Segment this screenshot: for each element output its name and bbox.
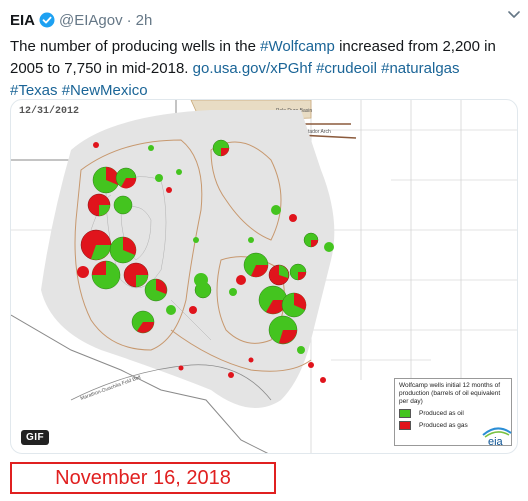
hashtag-texas[interactable]: #Texas — [10, 82, 58, 99]
tweet-text: The number of producing wells in the #Wo… — [10, 36, 510, 102]
well-cluster-midland — [178, 205, 334, 383]
marathon-fold-belt — [70, 364, 272, 401]
legend-oil-swatch — [399, 409, 411, 418]
matador-label: Matador Arch — [301, 129, 331, 135]
legend-gas-label: Produced as gas — [419, 421, 468, 429]
wolfcamp-map: Palo Duro Basin Matador Arch Marathon-Ou… — [11, 100, 517, 453]
tweet-text-mid: increased from 2,200 in 2005 to 7,750 in… — [10, 38, 496, 77]
well-cluster-north — [87, 139, 230, 217]
map-legend: Wolfcamp wells initial 12 months of prod… — [394, 378, 512, 446]
well-markers — [77, 139, 334, 383]
legend-title: Wolfcamp wells initial 12 months of prod… — [399, 382, 501, 405]
legend-gas-swatch — [399, 421, 411, 430]
author-handle[interactable]: @EIAgov — [59, 11, 123, 29]
hashtag-wolfcamp[interactable]: #Wolfcamp — [260, 38, 335, 55]
rio-grande-border — [11, 314, 269, 453]
tweet-url-link[interactable]: go.usa.gov/xPGhf — [192, 60, 312, 77]
verified-badge-icon — [39, 12, 55, 28]
marathon-label: Marathon-Ouachita Fold Belt — [80, 374, 143, 402]
tweet-media-gif[interactable]: Palo Duro Basin Matador Arch Marathon-Ou… — [10, 99, 518, 454]
chevron-down-icon[interactable] — [506, 6, 522, 22]
annotation-date: November 16, 2018 — [55, 466, 231, 489]
tweet-header: EIA @EIAgov · 2h — [10, 8, 518, 32]
hashtag-naturalgas[interactable]: #naturalgas — [381, 60, 460, 77]
well-cluster-delaware — [77, 229, 212, 334]
basin-outline — [74, 139, 312, 372]
legend-oil-label: Produced as oil — [419, 409, 464, 417]
separator: · — [126, 11, 132, 29]
tweet-time[interactable]: 2h — [135, 11, 153, 29]
author-name[interactable]: EIA — [10, 11, 36, 29]
legend-row-gas: Produced as gas — [399, 421, 507, 430]
eia-logo: eia — [481, 425, 513, 448]
map-date-label: 12/31/2012 — [19, 106, 80, 117]
legend-row-oil: Produced as oil — [399, 409, 507, 418]
permian-basin-shade — [41, 110, 335, 408]
hashtag-crudeoil[interactable]: #crudeoil — [316, 60, 377, 77]
eia-logo-text: eia — [488, 436, 504, 447]
tweet-text-prefix: The number of producing wells in the — [10, 38, 261, 55]
annotation-date-box: November 16, 2018 — [10, 462, 276, 494]
gif-badge: GIF — [21, 430, 50, 445]
hashtag-newmexico[interactable]: #NewMexico — [61, 82, 148, 99]
